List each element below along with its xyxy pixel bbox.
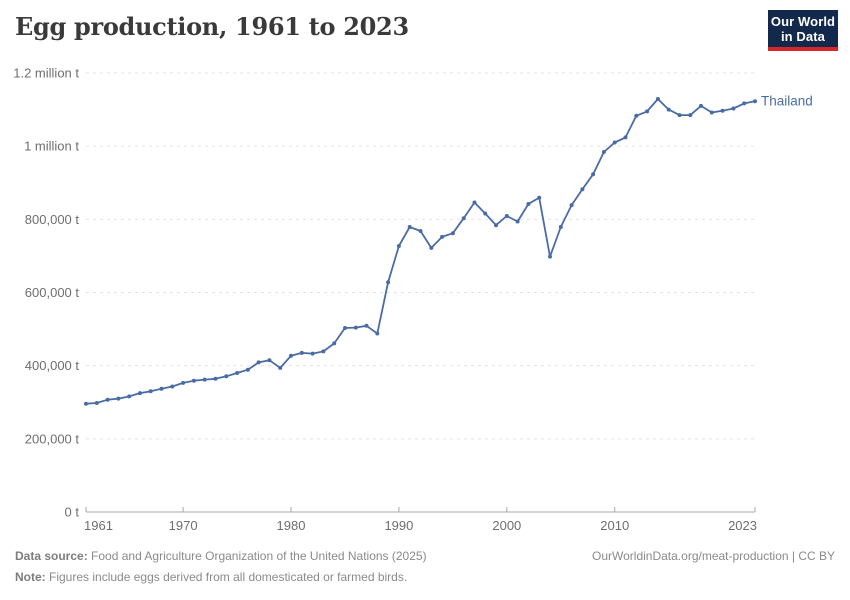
data-point[interactable] — [245, 367, 250, 372]
data-point[interactable] — [645, 109, 650, 114]
data-point[interactable] — [429, 245, 434, 250]
x-tick-label: 1970 — [169, 518, 198, 533]
footer-permalink[interactable]: OurWorldinData.org/meat-production | CC … — [592, 549, 835, 563]
data-point[interactable] — [483, 211, 488, 216]
x-tick-label: 2010 — [600, 518, 629, 533]
data-point[interactable] — [343, 326, 347, 330]
y-tick-label: 200,000 t — [25, 431, 80, 446]
y-tick-label: 800,000 t — [25, 212, 80, 227]
data-point[interactable] — [688, 113, 693, 118]
data-point[interactable] — [170, 384, 175, 389]
data-point[interactable] — [213, 376, 218, 381]
y-tick-label: 0 t — [65, 505, 80, 520]
data-point[interactable] — [321, 349, 326, 354]
series-end-label[interactable]: Thailand — [761, 94, 813, 109]
owid-logo-line1: Our World — [770, 13, 836, 29]
datasource-label: Data source: — [15, 549, 88, 563]
y-tick-label: 1.2 million t — [13, 66, 79, 81]
owid-logo[interactable]: Our World in Data — [768, 10, 838, 51]
data-point[interactable] — [709, 110, 714, 115]
data-point[interactable] — [332, 341, 337, 346]
data-point[interactable] — [224, 374, 229, 379]
data-point[interactable] — [353, 325, 358, 330]
data-point[interactable] — [278, 365, 283, 370]
data-point[interactable] — [267, 358, 272, 363]
y-tick-label: 1 million t — [24, 139, 79, 154]
data-point[interactable] — [191, 378, 196, 383]
chart-title: Egg production, 1961 to 2023 — [15, 12, 409, 41]
data-point[interactable] — [418, 229, 423, 233]
data-point[interactable] — [655, 97, 660, 101]
y-tick-label: 400,000 t — [25, 358, 80, 373]
data-point[interactable] — [364, 323, 369, 328]
data-point[interactable] — [450, 231, 455, 236]
data-point[interactable] — [634, 113, 639, 118]
data-point[interactable] — [623, 135, 628, 140]
data-point[interactable] — [181, 380, 186, 385]
data-point[interactable] — [504, 214, 509, 218]
data-point[interactable] — [494, 223, 498, 228]
data-point[interactable] — [677, 113, 682, 118]
note-label: Note: — [15, 570, 46, 584]
data-point[interactable] — [548, 254, 552, 259]
footer-datasource-line: Data source: Food and Agriculture Organi… — [15, 546, 427, 567]
data-point[interactable] — [235, 371, 240, 375]
data-point[interactable] — [558, 225, 563, 229]
data-point[interactable] — [515, 219, 520, 224]
x-tick-label: 2000 — [492, 518, 521, 533]
data-point[interactable] — [591, 172, 596, 177]
data-point[interactable] — [375, 331, 380, 336]
x-tick-label: 1990 — [384, 518, 413, 533]
data-point[interactable] — [138, 391, 142, 396]
x-tick-label: 1961 — [84, 518, 113, 533]
data-point[interactable] — [612, 140, 617, 145]
data-point[interactable] — [396, 244, 401, 248]
data-point[interactable] — [720, 108, 725, 113]
data-point[interactable] — [299, 350, 304, 355]
datasource-text: Food and Agriculture Organization of the… — [91, 549, 427, 563]
data-point[interactable] — [202, 377, 207, 382]
data-point[interactable] — [407, 225, 412, 229]
owid-logo-line2: in Data — [780, 28, 826, 44]
data-point[interactable] — [666, 107, 671, 112]
note-text: Figures include eggs derived from all do… — [49, 570, 408, 584]
data-point[interactable] — [148, 389, 153, 394]
data-point[interactable] — [537, 195, 542, 200]
data-point[interactable] — [94, 401, 99, 405]
data-point[interactable] — [289, 353, 293, 358]
y-tick-label: 600,000 t — [25, 285, 80, 300]
data-point[interactable] — [580, 187, 585, 192]
x-tick-label: 2023 — [728, 518, 757, 533]
x-tick-label: 1980 — [277, 518, 306, 533]
data-point[interactable] — [159, 386, 164, 391]
data-point[interactable] — [742, 101, 747, 106]
data-point[interactable] — [569, 203, 574, 208]
data-point[interactable] — [731, 106, 736, 111]
data-point[interactable] — [256, 360, 261, 365]
data-point[interactable] — [116, 396, 121, 401]
data-point[interactable] — [699, 103, 703, 108]
data-point[interactable] — [105, 397, 110, 402]
series-line — [85, 98, 756, 405]
data-point[interactable] — [601, 150, 606, 154]
data-point[interactable] — [310, 351, 315, 356]
data-point[interactable] — [84, 401, 88, 406]
footer-note-line: Note: Figures include eggs derived from … — [15, 567, 427, 588]
data-point[interactable] — [440, 234, 445, 239]
data-point[interactable] — [386, 280, 391, 285]
data-point[interactable] — [472, 200, 477, 205]
data-point[interactable] — [526, 202, 531, 206]
footer-source-note: Data source: Food and Agriculture Organi… — [15, 546, 427, 588]
data-point[interactable] — [753, 99, 757, 104]
data-point[interactable] — [127, 394, 132, 399]
data-point[interactable] — [461, 216, 466, 221]
